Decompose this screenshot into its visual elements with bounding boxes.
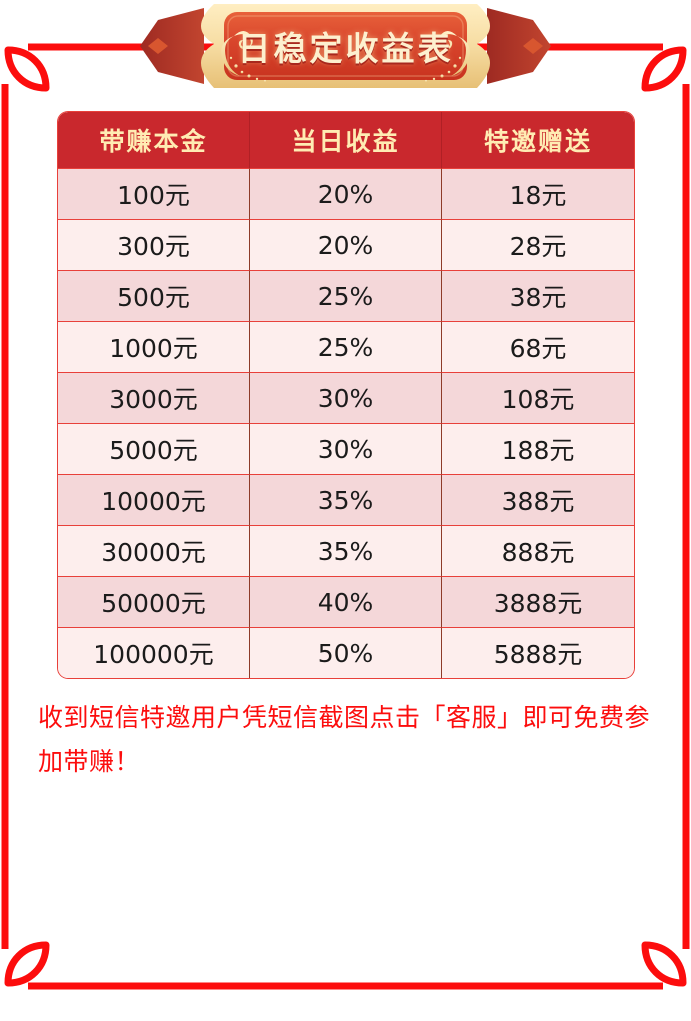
banner-red-plaque <box>224 12 467 80</box>
cell-daily-yield: 50% <box>250 627 442 678</box>
corner-ornament-bottom-left <box>8 945 46 983</box>
banner-flourish-left <box>221 31 267 83</box>
table-row: 10000元 35% 388元 <box>58 474 634 525</box>
cell-invite-bonus: 38元 <box>442 270 634 321</box>
cell-invite-bonus: 5888元 <box>442 627 634 678</box>
cell-principal: 1000元 <box>58 321 250 372</box>
banner-inner-outline <box>227 15 464 77</box>
cell-daily-yield: 20% <box>250 168 442 219</box>
footer-note: 收到短信特邀用户凭短信截图点击「客服」即可免费参加带赚！ <box>38 704 651 776</box>
table-row: 300元 20% 28元 <box>58 219 634 270</box>
cell-principal: 500元 <box>58 270 250 321</box>
cell-principal: 300元 <box>58 219 250 270</box>
cell-invite-bonus: 68元 <box>442 321 634 372</box>
cell-invite-bonus: 188元 <box>442 423 634 474</box>
cell-daily-yield: 25% <box>250 270 442 321</box>
cell-daily-yield: 35% <box>250 525 442 576</box>
column-header-daily-yield: 当日收益 <box>250 112 442 168</box>
banner-flourish-right <box>424 31 470 83</box>
header-banner: 日稳定收益表 <box>0 0 691 100</box>
cell-daily-yield: 35% <box>250 474 442 525</box>
daily-yield-table: 带赚本金 当日收益 特邀赠送 100元 20% 18元 300元 20% 28元 500元 2… <box>58 112 634 678</box>
table-row: 3000元 30% 108元 <box>58 372 634 423</box>
cell-invite-bonus: 3888元 <box>442 576 634 627</box>
cell-invite-bonus: 18元 <box>442 168 634 219</box>
cell-daily-yield: 30% <box>250 372 442 423</box>
table-row: 30000元 35% 888元 <box>58 525 634 576</box>
table-header: 带赚本金 当日收益 特邀赠送 <box>58 112 634 168</box>
column-header-invite-bonus: 特邀赠送 <box>442 112 634 168</box>
table-row: 1000元 25% 68元 <box>58 321 634 372</box>
table-row: 100元 20% 18元 <box>58 168 634 219</box>
cell-daily-yield: 30% <box>250 423 442 474</box>
column-header-principal: 带赚本金 <box>58 112 250 168</box>
cell-daily-yield: 25% <box>250 321 442 372</box>
table-body: 100元 20% 18元 300元 20% 28元 500元 25% 38元 1000元 25% 68… <box>58 168 634 678</box>
table-row: 5000元 30% 188元 <box>58 423 634 474</box>
cell-invite-bonus: 388元 <box>442 474 634 525</box>
cell-daily-yield: 20% <box>250 219 442 270</box>
cell-principal: 100000元 <box>58 627 250 678</box>
cell-invite-bonus: 108元 <box>442 372 634 423</box>
cell-principal: 5000元 <box>58 423 250 474</box>
table-row: 100000元 50% 5888元 <box>58 627 634 678</box>
table-row: 50000元 40% 3888元 <box>58 576 634 627</box>
cell-principal: 10000元 <box>58 474 250 525</box>
cell-invite-bonus: 28元 <box>442 219 634 270</box>
cell-principal: 3000元 <box>58 372 250 423</box>
cell-principal: 50000元 <box>58 576 250 627</box>
cell-principal: 30000元 <box>58 525 250 576</box>
table-header-row: 带赚本金 当日收益 特邀赠送 <box>58 112 634 168</box>
corner-ornament-bottom-right <box>645 945 683 983</box>
cell-daily-yield: 40% <box>250 576 442 627</box>
page-title: 日稳定收益表 <box>237 30 454 67</box>
cell-invite-bonus: 888元 <box>442 525 634 576</box>
table-row: 500元 25% 38元 <box>58 270 634 321</box>
cell-principal: 100元 <box>58 168 250 219</box>
